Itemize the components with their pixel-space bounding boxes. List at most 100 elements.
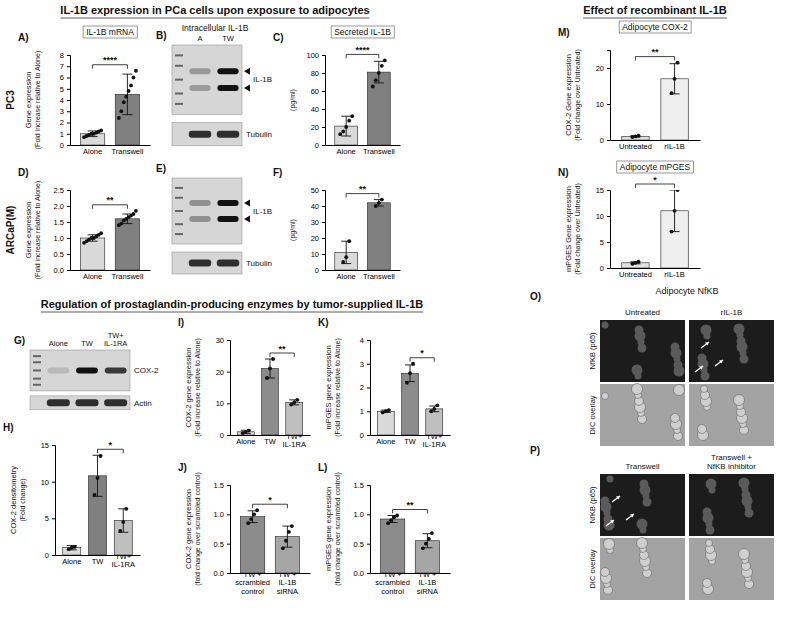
ladder-band xyxy=(33,384,41,386)
data-point xyxy=(347,239,351,243)
band-label: COX-2 xyxy=(134,366,159,375)
cell xyxy=(734,324,745,335)
text-line: IL-1RA xyxy=(104,339,127,348)
significance-bracket xyxy=(635,184,674,188)
y-tick-mark xyxy=(322,270,325,271)
blot-band xyxy=(217,85,238,91)
data-point xyxy=(127,89,131,93)
y-tick-label: 80 xyxy=(311,69,319,78)
y-tick-mark xyxy=(227,544,230,545)
blot-image xyxy=(30,350,130,391)
y-tick: 1 xyxy=(360,407,370,416)
y-tick-label: 0 xyxy=(360,431,364,440)
cell xyxy=(602,322,609,329)
data-point xyxy=(427,537,431,541)
arrow xyxy=(715,360,723,366)
blot-band xyxy=(189,260,211,267)
y-tick: 20 xyxy=(216,368,230,377)
data-point xyxy=(371,85,375,89)
y-tick-mark xyxy=(227,372,230,373)
ladder-band xyxy=(33,378,41,380)
title-box xyxy=(83,26,137,38)
y-tick: 0 xyxy=(600,136,610,145)
figure: IL-1B expression in PCa cells upon expos… xyxy=(0,0,800,619)
cell xyxy=(632,384,643,395)
y-tick-mark xyxy=(322,222,325,223)
y-axis-title: COX-2 gene expression xyxy=(184,489,193,569)
x-tick: TW +IL-1BsiRNA xyxy=(277,570,298,596)
y-axis: 01020304050 xyxy=(311,186,326,275)
y-tick-mark xyxy=(52,555,55,556)
data-point xyxy=(424,542,428,546)
band-label: Actin xyxy=(134,399,152,408)
y-tick: 0.0 xyxy=(354,569,370,578)
y-tick-label: 2.5 xyxy=(54,186,64,195)
y-tick: 2 xyxy=(60,118,70,127)
data-point xyxy=(386,521,390,525)
y-axis: 0.00.51.01.5 xyxy=(354,481,371,578)
y-tick-mark xyxy=(52,445,55,446)
y-axis-title: (fold change over scrambled control) xyxy=(334,472,342,586)
error-bar xyxy=(118,509,128,532)
data-point xyxy=(124,95,128,99)
y-tick-mark xyxy=(607,104,610,105)
y-tick-mark xyxy=(367,573,370,574)
data-point xyxy=(122,100,126,104)
bar xyxy=(286,402,303,435)
plot-marks xyxy=(80,209,139,270)
title-box xyxy=(617,161,694,173)
data-point xyxy=(411,362,415,366)
lane-label: TW+IL-1RA xyxy=(104,331,127,348)
x-tick: Alone xyxy=(337,147,356,156)
plot-marks xyxy=(380,514,439,573)
error-bar xyxy=(405,365,415,382)
micrograph-image xyxy=(600,320,685,382)
y-axis-title: (Fold change over Untreated) xyxy=(574,49,582,140)
y-tick-label: 1 xyxy=(60,130,64,139)
arrow-head xyxy=(705,342,709,346)
text-line: siRNA xyxy=(277,587,298,596)
error-cap xyxy=(122,223,132,224)
bar-chart: 0.00.51.01.5TW +scrambledcontrolTW +IL-1… xyxy=(324,472,451,595)
y-axis: 0.00.51.01.52.02.5 xyxy=(54,186,71,275)
y-tick-mark xyxy=(367,514,370,515)
cell xyxy=(635,326,644,335)
cell xyxy=(671,414,680,423)
ladder-band xyxy=(175,210,183,212)
cell xyxy=(601,497,610,506)
x-axis-line xyxy=(326,145,401,146)
y-tick-mark xyxy=(322,127,325,128)
error-bar xyxy=(93,455,103,496)
error-cap xyxy=(122,114,132,115)
ladder-band xyxy=(33,369,41,371)
y-tick-mark xyxy=(322,55,325,56)
y-axis-title: (Fold change) xyxy=(19,478,27,521)
y-tick-label: 0 xyxy=(600,136,604,145)
plot-marks xyxy=(377,362,442,435)
y-tick-mark xyxy=(227,514,230,515)
x-tick-label: Alone xyxy=(62,557,81,566)
y-tick: 0 xyxy=(360,431,370,440)
y-tick-mark xyxy=(67,134,70,135)
bar-chart: 01020304050AloneTranswell**(pg/ml) xyxy=(289,184,401,281)
x-tick: Alone xyxy=(376,437,395,446)
data-point xyxy=(421,546,425,550)
cell xyxy=(701,325,712,336)
row-label: NfKB (p65) xyxy=(588,332,597,370)
x-axis: AloneTranswell xyxy=(71,146,151,157)
text-line: control xyxy=(241,587,264,596)
data-point xyxy=(670,91,674,95)
cell xyxy=(637,538,648,549)
x-tick: TW +scrambledcontrol xyxy=(375,570,410,596)
arrow-head xyxy=(610,520,614,524)
arrow-head xyxy=(699,366,703,370)
y-tick-label: 0 xyxy=(220,431,224,440)
y-tick-label: 5 xyxy=(45,514,49,523)
column-label: Transwell +NfKB inhibitor xyxy=(707,453,756,471)
blot-image xyxy=(172,45,242,114)
x-tick-label: Alone xyxy=(236,437,255,446)
micrograph-image xyxy=(600,538,685,600)
y-tick-mark xyxy=(367,435,370,436)
cell xyxy=(703,579,712,588)
blot-image xyxy=(30,396,130,410)
